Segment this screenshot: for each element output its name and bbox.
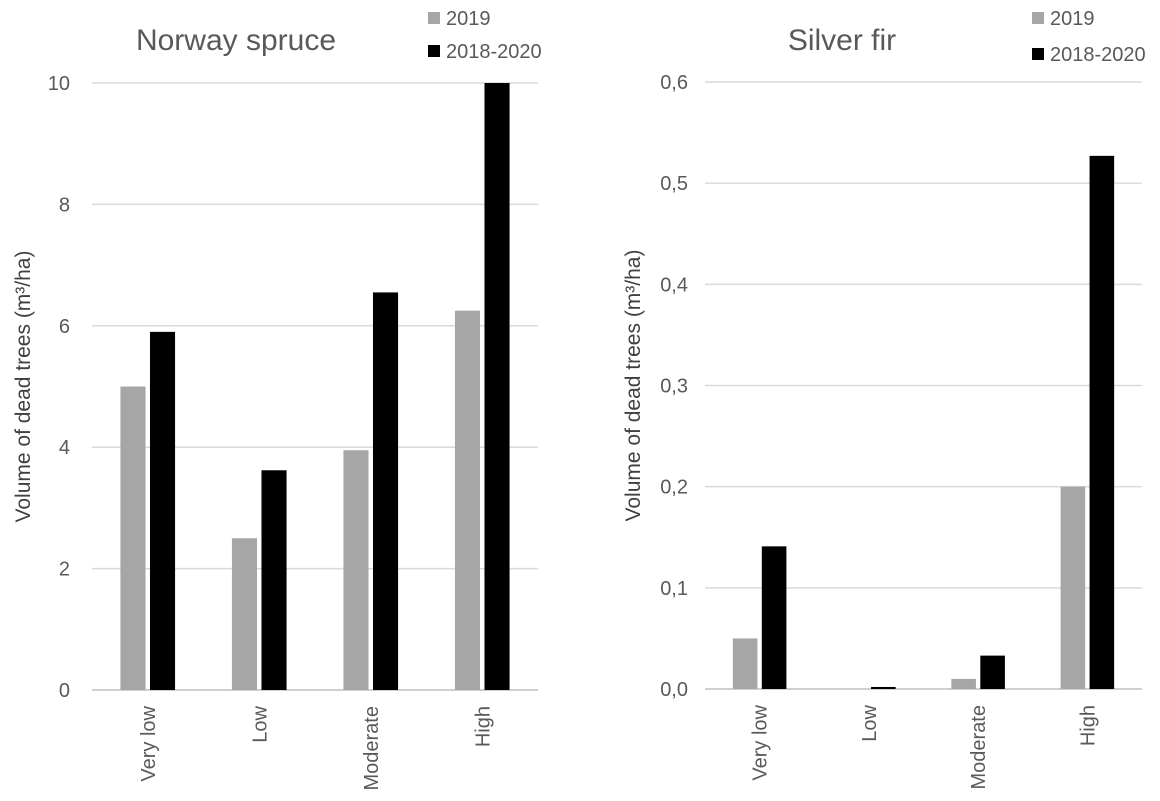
y-tick-label: 2 bbox=[59, 559, 70, 581]
bar-2019-low bbox=[231, 538, 258, 690]
x-category-label: High bbox=[1077, 705, 1099, 746]
bar-2019-very-low bbox=[120, 386, 146, 690]
x-category-label: High bbox=[472, 706, 494, 747]
y-tick-label: 8 bbox=[59, 194, 70, 216]
bar-2018-2020-low bbox=[871, 686, 896, 689]
y-tick-label: 0 bbox=[59, 680, 70, 702]
y-tick-label: 4 bbox=[59, 437, 70, 459]
y-axis-label: Volume of dead trees (m³/ha) bbox=[12, 251, 35, 523]
bar-2019-moderate bbox=[951, 678, 976, 689]
x-category-label: Very low bbox=[750, 704, 772, 780]
y-tick-label: 0,2 bbox=[660, 477, 688, 499]
legend-swatch bbox=[428, 12, 440, 24]
legend-label: 2018-2020 bbox=[1050, 44, 1146, 66]
y-tick-label: 0,1 bbox=[660, 578, 688, 600]
bar-2019-high bbox=[454, 310, 481, 690]
x-category-label: Low bbox=[859, 704, 881, 741]
bar-2018-2020-moderate bbox=[980, 655, 1005, 689]
legend-swatch bbox=[428, 45, 440, 57]
legend-swatch bbox=[1032, 48, 1044, 60]
y-tick-label: 6 bbox=[59, 316, 70, 338]
bar-2019-high bbox=[1060, 486, 1086, 689]
y-tick-label: 0,5 bbox=[660, 173, 688, 195]
bar-2018-2020-moderate bbox=[372, 292, 399, 690]
x-category-label: Low bbox=[249, 705, 271, 742]
chart-title: Norway spruce bbox=[136, 24, 336, 57]
chart-1: 0,0 0,1 0,2 0,3 0,4 0,5 0,6 Silver fir Volume of… bbox=[622, 8, 1146, 790]
y-tick-label: 0,3 bbox=[660, 376, 688, 398]
x-category-label: Moderate bbox=[361, 706, 383, 791]
chart-title: Silver fir bbox=[788, 24, 896, 57]
y-tick-label: 0,4 bbox=[660, 274, 688, 296]
x-category-label: Moderate bbox=[968, 705, 990, 790]
bar-2018-2020-low bbox=[261, 470, 287, 690]
bar-2018-2020-high bbox=[1089, 155, 1115, 689]
legend-label: 2019 bbox=[446, 8, 491, 30]
bar-2018-2020-very-low bbox=[149, 331, 176, 690]
legend-label: 2019 bbox=[1050, 8, 1095, 30]
chart-0: 0 2 4 6 8 10 Norway spruce Volume of dead trees… bbox=[12, 8, 542, 791]
bar-2019-moderate bbox=[343, 450, 369, 690]
y-axis-label: Volume of dead trees (m³/ha) bbox=[622, 250, 645, 522]
bar-2018-2020-high bbox=[484, 83, 510, 690]
bar-2018-2020-very-low bbox=[761, 546, 787, 689]
legend-swatch bbox=[1032, 12, 1044, 24]
x-category-label: Very low bbox=[138, 705, 160, 781]
bar-2019-very-low bbox=[732, 638, 758, 689]
y-tick-label: 10 bbox=[48, 73, 70, 95]
legend-label: 2018-2020 bbox=[446, 41, 542, 63]
y-tick-label: 0,6 bbox=[660, 72, 688, 94]
y-tick-label: 0,0 bbox=[660, 679, 688, 701]
